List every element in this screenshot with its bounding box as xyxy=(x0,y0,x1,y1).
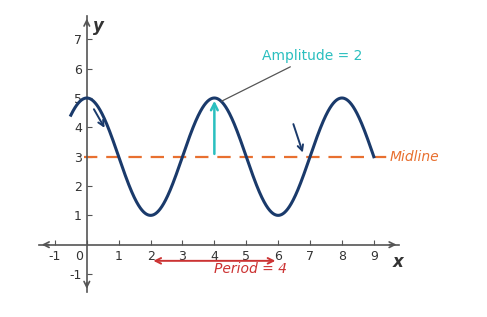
Text: Midline: Midline xyxy=(390,150,439,164)
Text: 0: 0 xyxy=(75,250,83,263)
Text: x: x xyxy=(393,254,403,271)
Text: Amplitude = 2: Amplitude = 2 xyxy=(222,49,363,101)
Text: y: y xyxy=(93,17,103,35)
Text: Period = 4: Period = 4 xyxy=(214,262,287,276)
